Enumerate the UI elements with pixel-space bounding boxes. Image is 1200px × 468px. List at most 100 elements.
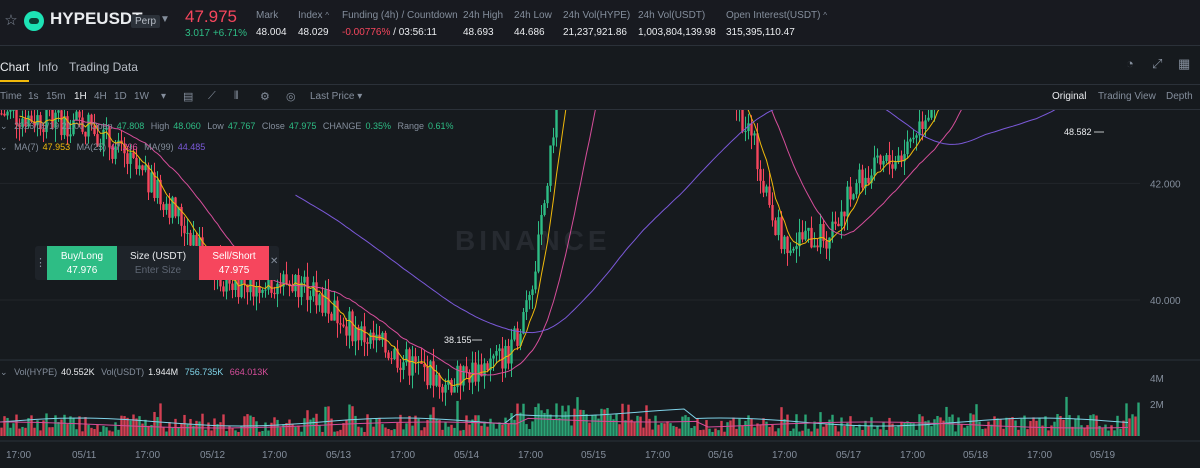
- candle-body: [753, 133, 756, 136]
- interval-time[interactable]: Time: [0, 91, 22, 102]
- volume-bar: [495, 428, 498, 436]
- candle-body: [783, 236, 786, 250]
- settings-icon[interactable]: ⚙: [260, 91, 270, 103]
- stat-value: 44.686: [514, 27, 545, 38]
- stat-value: -0.00776% / 03:56:11: [342, 27, 458, 38]
- volume-bar: [774, 431, 777, 436]
- volume-bar: [762, 418, 765, 436]
- volume-bar: [720, 420, 723, 436]
- volume-bar: [528, 429, 531, 436]
- volume-bar: [510, 413, 513, 436]
- volume-bar: [681, 416, 684, 436]
- volume-bar: [630, 419, 633, 436]
- ohlc-open-label: Open: [90, 121, 113, 131]
- candle-body: [846, 186, 849, 217]
- volume-bar: [507, 423, 510, 436]
- candle-body: [186, 232, 189, 234]
- stat-index[interactable]: Index ^ 48.029: [298, 10, 329, 38]
- candle-body: [798, 232, 801, 247]
- volume-bar: [798, 431, 801, 436]
- interval-1h[interactable]: 1H: [74, 91, 87, 102]
- interval-1w[interactable]: 1W: [134, 91, 149, 102]
- time-axis-label: 05/14: [454, 450, 479, 461]
- volume-bar: [1056, 414, 1059, 436]
- view-trading-view[interactable]: Trading View: [1098, 91, 1156, 102]
- calendar-icon[interactable]: ▤: [183, 91, 194, 103]
- symbol-dropdown-icon[interactable]: ▼: [160, 14, 170, 25]
- ohlc-legend: ⌄ 2026/05/19 21:00 Open 47.808 High 48.060…: [0, 121, 458, 132]
- size-input[interactable]: Size (USDT) Enter Size: [119, 246, 197, 280]
- candle-body: [432, 361, 435, 386]
- volume-bar: [252, 416, 255, 436]
- candle-body: [312, 282, 315, 297]
- candle-body: [852, 194, 855, 200]
- volume-bar: [567, 405, 570, 436]
- expand-icon[interactable]: ⤢: [1152, 56, 1163, 71]
- volume-bar: [996, 418, 999, 436]
- tab-trading-data[interactable]: Trading Data: [69, 60, 138, 74]
- candle-body: [741, 105, 744, 132]
- candle-body: [324, 289, 327, 313]
- watermark: BINANCE: [455, 225, 611, 256]
- buy-long-button[interactable]: Buy/Long 47.976: [47, 246, 117, 280]
- interval-1s[interactable]: 1s: [28, 91, 39, 102]
- indicator-icon[interactable]: ⟋: [208, 90, 216, 102]
- interval-dropdown-icon[interactable]: ▾: [161, 91, 167, 102]
- candle-body: [471, 362, 474, 383]
- tab-info[interactable]: Info: [38, 60, 59, 74]
- drag-handle-icon[interactable]: ⋮: [35, 257, 46, 269]
- volume-bar: [270, 422, 273, 436]
- volume-bar: [1077, 415, 1080, 436]
- candle-body: [339, 323, 342, 325]
- candle-body: [261, 289, 264, 293]
- volume-bar: [777, 428, 780, 436]
- low-annotation: 38.155: [444, 335, 472, 345]
- view-original[interactable]: Original: [1052, 91, 1087, 102]
- volume-bar: [903, 422, 906, 436]
- ohlc-close-label: Close: [261, 121, 285, 131]
- volume-bar: [963, 427, 966, 436]
- volume-bar: [1125, 403, 1128, 436]
- candle-body: [924, 120, 927, 129]
- grid-icon[interactable]: ▦: [1178, 56, 1191, 71]
- candle-body: [792, 248, 795, 251]
- stat-24h-low: 24h Low 44.686: [514, 10, 552, 38]
- candle-body: [387, 352, 390, 359]
- sell-short-button[interactable]: Sell/Short 47.975: [199, 246, 269, 280]
- drawing-icon[interactable]: ◎: [286, 91, 296, 103]
- candle-body: [54, 112, 57, 128]
- interval-1d[interactable]: 1D: [114, 91, 127, 102]
- symbol-name[interactable]: HYPEUSDT: [50, 9, 143, 28]
- volume-bar: [279, 427, 282, 436]
- tab-chart[interactable]: Chart: [0, 60, 30, 82]
- stat-open-interest[interactable]: Open Interest(USDT) ^ 315,395,110.47: [726, 10, 827, 38]
- favorite-star-icon[interactable]: ☆: [4, 12, 18, 29]
- bell-icon[interactable]: ◔: [1126, 56, 1134, 71]
- volume-bar: [612, 419, 615, 436]
- price-type-select[interactable]: Last Price ▾: [310, 91, 363, 102]
- interval-15m[interactable]: 15m: [46, 91, 66, 102]
- volume-bar: [846, 422, 849, 436]
- close-icon[interactable]: ✕: [270, 256, 279, 267]
- volume-bar: [657, 424, 660, 436]
- candle-body: [822, 224, 825, 241]
- volume-bar: [579, 409, 582, 436]
- candle-body: [867, 177, 870, 184]
- interval-4h[interactable]: 4H: [94, 91, 107, 102]
- volume-bar: [261, 430, 264, 436]
- view-depth[interactable]: Depth: [1166, 91, 1193, 102]
- ohlc-range: 0.61%: [428, 121, 454, 131]
- volume-bar: [1017, 429, 1020, 436]
- volume-bar: [294, 426, 297, 436]
- candle-type-icon[interactable]: ⫴: [234, 90, 239, 102]
- candle-body: [549, 145, 552, 186]
- volume-bar: [951, 414, 954, 436]
- volume-bar: [531, 421, 534, 436]
- volume-bar: [672, 425, 675, 436]
- volume-bar: [726, 422, 729, 436]
- candle-body: [51, 109, 54, 128]
- volume-bar: [489, 418, 492, 436]
- candle-body: [354, 327, 357, 342]
